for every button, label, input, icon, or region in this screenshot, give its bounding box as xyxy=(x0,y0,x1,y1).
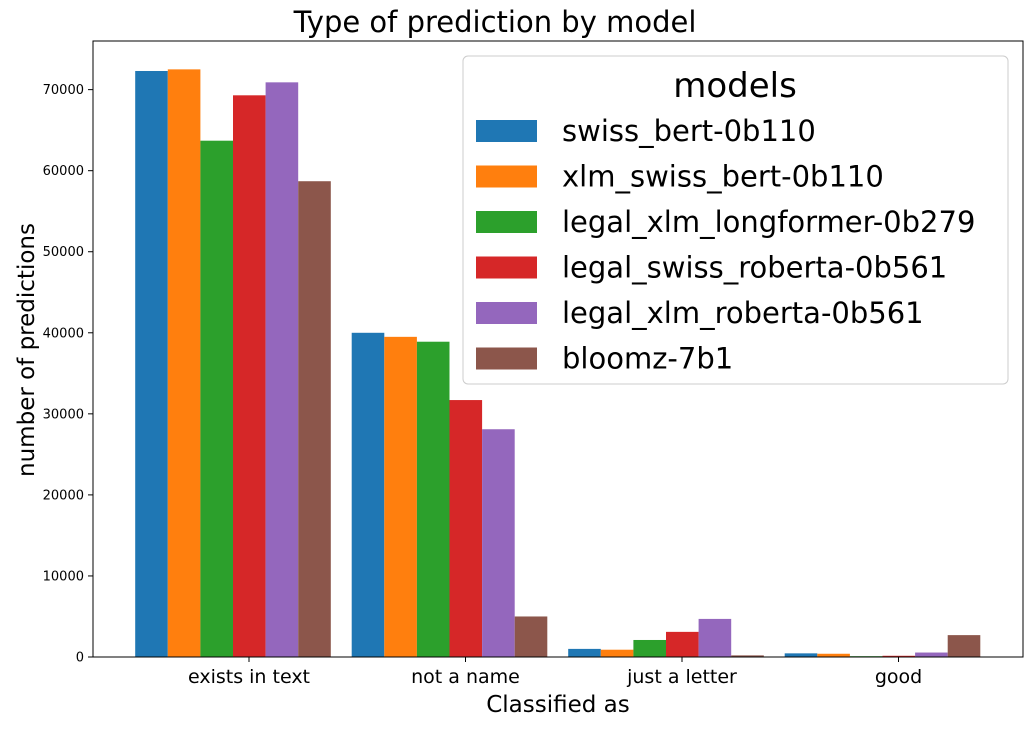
bar xyxy=(731,655,764,657)
bar xyxy=(514,616,548,657)
y-axis-label: number of predictions xyxy=(14,223,40,477)
legend-label: legal_swiss_roberta-0b561 xyxy=(562,251,947,285)
legend: models swiss_bert-0b110 xlm_swiss_bert-0b1… xyxy=(462,55,1009,385)
legend-swatch xyxy=(476,211,537,233)
legend-swatch xyxy=(476,165,537,188)
y-tick-label: 50000 xyxy=(43,245,84,260)
y-tick-label: 60000 xyxy=(43,164,84,179)
y-tick-label: 0 xyxy=(76,651,84,666)
legend-label: xlm_swiss_bert-0b110 xyxy=(562,160,884,194)
bar xyxy=(482,429,515,657)
bar xyxy=(666,631,699,657)
legend-title: models xyxy=(673,66,797,106)
legend-box xyxy=(462,55,1009,385)
bar xyxy=(416,341,450,657)
plot-frame xyxy=(92,40,1024,658)
bar xyxy=(947,635,981,657)
bar xyxy=(915,652,948,657)
bar xyxy=(784,653,818,657)
x-tick-label: just a letter xyxy=(626,666,737,688)
legend-label: swiss_bert-0b110 xyxy=(562,114,816,148)
bar xyxy=(817,653,850,657)
x-tick-label: exists in text xyxy=(188,666,310,688)
bar xyxy=(698,618,732,657)
y-tick-label: 20000 xyxy=(43,488,84,503)
legend-swatch xyxy=(476,302,537,324)
y-tick-label: 10000 xyxy=(43,569,84,584)
bar xyxy=(600,649,634,657)
y-tick-label: 40000 xyxy=(43,326,84,341)
bar xyxy=(882,655,916,657)
bar xyxy=(167,69,201,658)
axes-layer: 0 10000 20000 30000 40000 50000 60000 70000 exis… xyxy=(43,40,1024,688)
x-tick-label: not a name xyxy=(411,666,520,688)
chart-title: Type of prediction by model xyxy=(293,5,697,39)
y-tick-label: 70000 xyxy=(43,83,84,98)
bar xyxy=(200,140,233,657)
legend-label: legal_xlm_longformer-0b279 xyxy=(562,205,975,239)
bar xyxy=(233,95,266,657)
legend-swatch xyxy=(476,256,537,279)
bar xyxy=(135,70,168,658)
legend-label: legal_xlm_roberta-0b561 xyxy=(562,296,924,330)
legend-swatch xyxy=(476,120,537,142)
x-tick-label: good xyxy=(875,666,922,688)
bar xyxy=(298,181,331,657)
legend-swatch xyxy=(476,347,537,370)
bars-layer xyxy=(135,69,981,658)
x-axis-label: Classified as xyxy=(486,692,630,718)
bar xyxy=(449,400,483,657)
bar xyxy=(568,648,601,657)
bar xyxy=(351,332,385,657)
y-tick-label: 30000 xyxy=(43,407,84,422)
bar xyxy=(633,639,666,657)
bar xyxy=(265,82,299,658)
legend-label: bloomz-7b1 xyxy=(562,342,733,376)
bar xyxy=(384,336,417,657)
